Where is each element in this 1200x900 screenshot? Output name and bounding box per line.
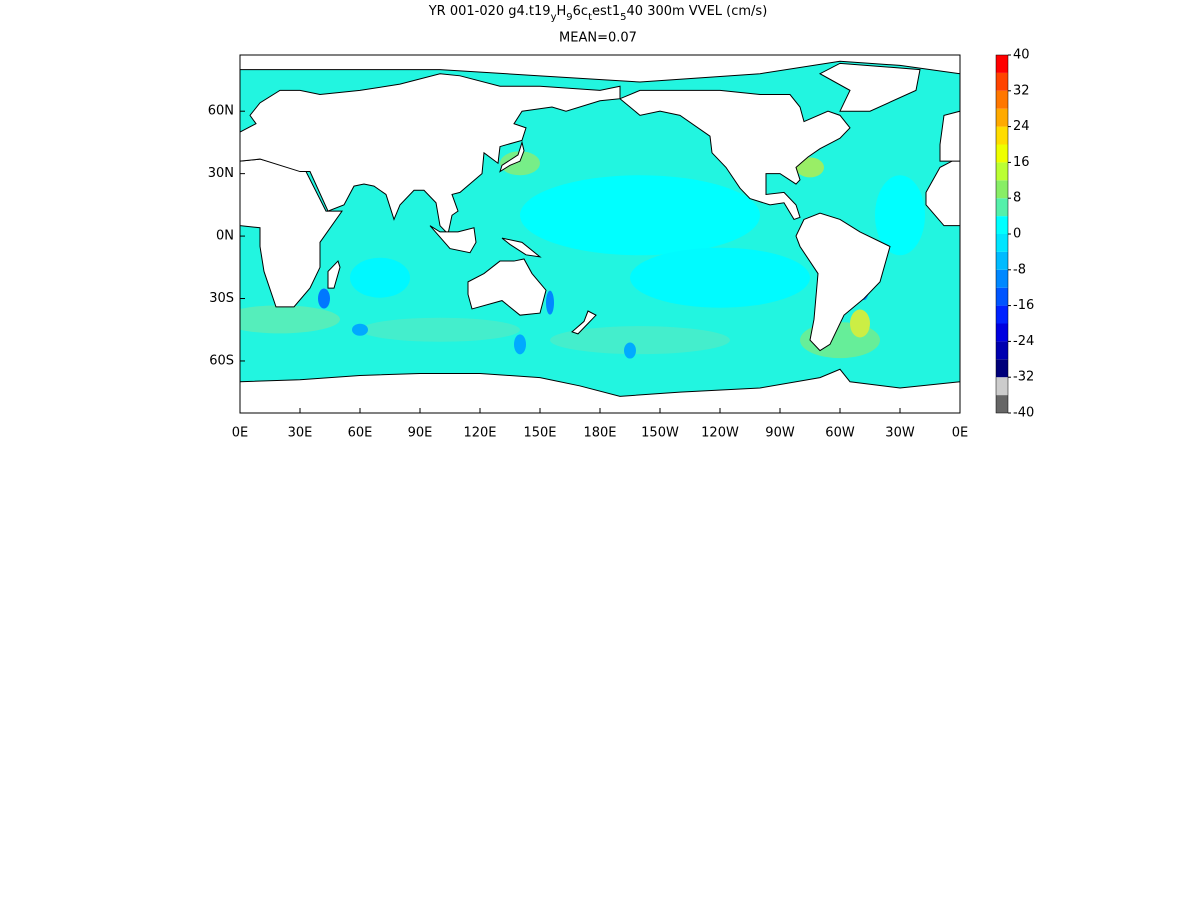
field-patch: [350, 257, 410, 298]
colorbar-box: [996, 144, 1008, 163]
colorbar-tick-label: 24: [1013, 119, 1030, 134]
colorbar-box: [996, 72, 1008, 91]
y-tick-label: 30S: [209, 291, 234, 306]
colorbar-tick-label: 16: [1013, 155, 1030, 170]
field-patch: [352, 323, 368, 336]
title-part: YR 001-020 g4.t19: [428, 4, 551, 19]
chart-title: YR 001-020 g4.t19yH96ctest1540 300m VVEL…: [428, 4, 768, 23]
colorbar-tick-label: -24: [1013, 334, 1034, 349]
x-tick-label: 30W: [885, 426, 915, 441]
colorbar-tick-label: 40: [1013, 48, 1030, 63]
x-tick-label: 120E: [463, 426, 496, 441]
colorbar-box: [996, 359, 1008, 378]
field-patch: [796, 157, 824, 178]
colorbar-box: [996, 323, 1008, 342]
x-tick-label: 150W: [641, 426, 679, 441]
colorbar-tick-label: -40: [1013, 406, 1034, 421]
title-part: 6c: [573, 4, 588, 19]
colorbar-box: [996, 198, 1008, 217]
title-part: H: [557, 4, 567, 19]
land: [429, 225, 477, 254]
colorbar-box: [996, 251, 1008, 270]
land: [467, 258, 547, 316]
colorbar-tick-label: 8: [1013, 191, 1021, 206]
field-patch: [546, 290, 554, 315]
land: [240, 55, 960, 83]
y-tick-label: 60S: [209, 353, 234, 368]
x-tick-label: 180E: [583, 426, 616, 441]
field-patch: [240, 305, 340, 334]
colorbar-box: [996, 269, 1008, 288]
colorbar-box: [996, 234, 1008, 252]
land: [501, 237, 542, 258]
map: [239, 54, 961, 414]
land: [571, 310, 597, 335]
chart-subtitle: MEAN=0.07: [559, 31, 637, 46]
field-patch: [500, 151, 540, 176]
field-patch: [850, 309, 870, 338]
colorbar-box: [996, 126, 1008, 145]
y-tick-label: 60N: [208, 104, 234, 119]
field-patch: [630, 247, 810, 308]
title-part: est1: [592, 4, 620, 19]
x-tick-label: 0E: [952, 426, 969, 441]
land: [619, 89, 851, 221]
colorbar-box: [996, 162, 1008, 181]
map-layer: [240, 55, 960, 413]
title-part: 9: [566, 12, 572, 23]
land: [818, 62, 921, 112]
field-patch: [624, 342, 636, 359]
colorbar-tick-label: -8: [1013, 262, 1026, 277]
field-patch: [550, 326, 730, 355]
colorbar-box: [996, 287, 1008, 306]
x-tick-label: 30E: [288, 426, 313, 441]
colorbar-box: [996, 216, 1008, 234]
field-patch: [520, 175, 760, 256]
land: [795, 212, 891, 352]
x-tick-label: 90W: [765, 426, 795, 441]
colorbar-box: [996, 108, 1008, 127]
field-patch: [318, 288, 330, 309]
land: [240, 73, 621, 236]
y-tick-label: 30N: [208, 166, 234, 181]
land: [499, 140, 525, 173]
colorbar-box: [996, 90, 1008, 109]
field-patch: [360, 317, 520, 342]
title-part: y: [551, 12, 557, 23]
x-tick-label: 60E: [348, 426, 373, 441]
field-patch: [875, 175, 925, 256]
colorbar-box: [996, 395, 1008, 413]
colorbar-box: [996, 305, 1008, 324]
title-part: t: [588, 12, 592, 23]
colorbar-box: [996, 180, 1008, 199]
x-tick-label: 150E: [523, 426, 556, 441]
y-tick-label: 0N: [216, 229, 234, 244]
colorbar-tick-label: 32: [1013, 83, 1030, 98]
colorbar-box: [996, 377, 1008, 396]
land: [240, 368, 960, 413]
x-tick-label: 120W: [701, 426, 739, 441]
land: [327, 260, 341, 289]
title-part: 40 300m VVEL (cm/s): [627, 4, 768, 19]
title-part: 5: [620, 12, 626, 23]
colorbar-box: [996, 341, 1008, 360]
land: [939, 110, 960, 162]
colorbar-tick-label: -16: [1013, 298, 1034, 313]
colorbar-tick-label: 0: [1013, 227, 1021, 242]
field-patch: [514, 334, 526, 355]
x-tick-label: 90E: [408, 426, 433, 441]
x-tick-label: 0E: [232, 426, 249, 441]
colorbar-box: [996, 55, 1008, 73]
x-tick-label: 60W: [825, 426, 855, 441]
colorbar-tick-label: -32: [1013, 370, 1034, 385]
